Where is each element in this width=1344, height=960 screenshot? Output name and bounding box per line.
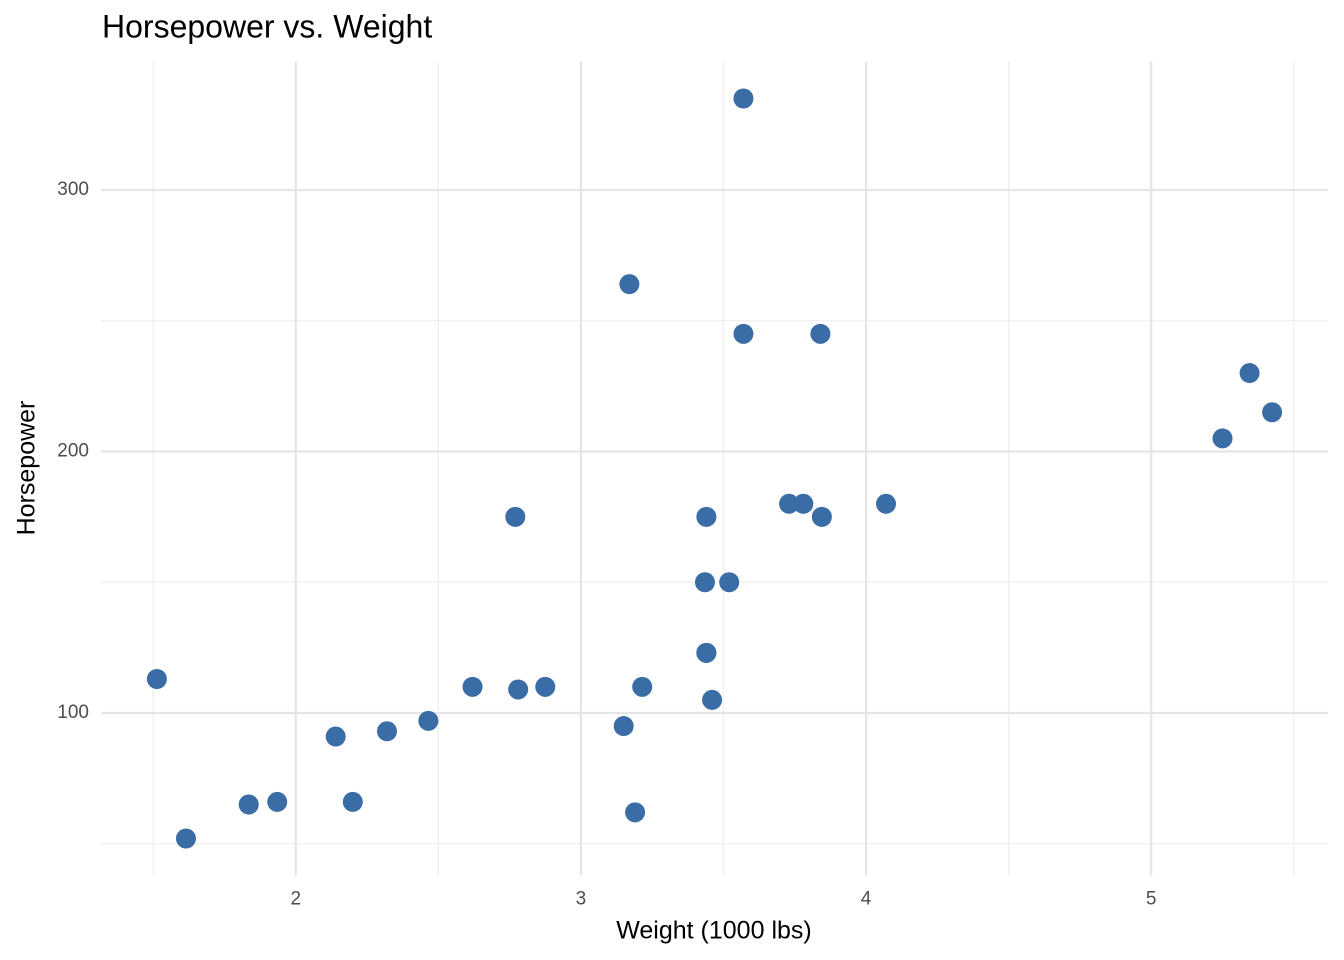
point bbox=[696, 506, 717, 527]
point bbox=[876, 493, 897, 514]
point bbox=[325, 726, 346, 747]
point bbox=[810, 323, 831, 344]
y-tick-label: 300 bbox=[57, 179, 89, 200]
point bbox=[793, 493, 814, 514]
point bbox=[733, 88, 754, 109]
point bbox=[377, 721, 398, 742]
point bbox=[1262, 402, 1283, 423]
point bbox=[267, 791, 288, 812]
chart-title: Horsepower vs. Weight bbox=[102, 8, 432, 44]
x-tick-label: 2 bbox=[290, 889, 301, 910]
point bbox=[418, 710, 439, 731]
point bbox=[719, 572, 740, 593]
point bbox=[632, 676, 653, 697]
point bbox=[505, 506, 526, 527]
y-axis-title: Horsepower bbox=[13, 401, 41, 536]
y-tick-label: 200 bbox=[57, 441, 89, 462]
point bbox=[779, 493, 800, 514]
point bbox=[696, 642, 717, 663]
point bbox=[535, 676, 556, 697]
point bbox=[1212, 428, 1233, 449]
points bbox=[146, 88, 1283, 849]
x-tick-label: 5 bbox=[1146, 889, 1157, 910]
point bbox=[619, 274, 640, 295]
point bbox=[811, 506, 832, 527]
point bbox=[342, 791, 363, 812]
point bbox=[238, 794, 259, 815]
point bbox=[462, 676, 483, 697]
x-axis-title: Weight (1000 lbs) bbox=[616, 917, 811, 945]
point bbox=[702, 689, 723, 710]
point bbox=[508, 679, 529, 700]
point bbox=[146, 668, 167, 689]
point bbox=[175, 828, 196, 849]
y-tick-label: 100 bbox=[57, 702, 89, 723]
point bbox=[613, 716, 634, 737]
point bbox=[694, 572, 715, 593]
point bbox=[625, 802, 646, 823]
x-tick-label: 4 bbox=[861, 889, 872, 910]
x-tick-label: 3 bbox=[576, 889, 587, 910]
grid bbox=[101, 61, 1328, 876]
point bbox=[733, 323, 754, 344]
point bbox=[1239, 363, 1260, 384]
